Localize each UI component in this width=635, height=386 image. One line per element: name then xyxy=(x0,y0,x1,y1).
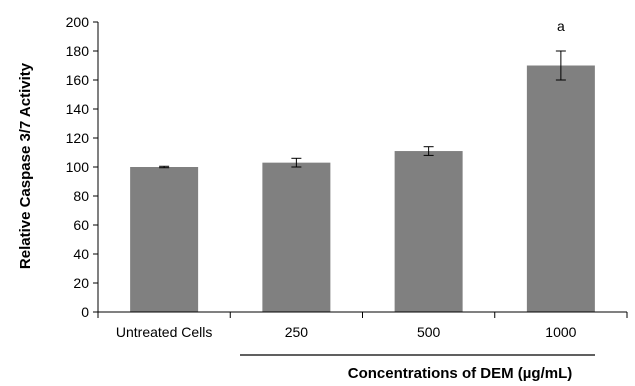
bar-2 xyxy=(394,151,463,312)
y-tick-label-4: 80 xyxy=(73,188,89,204)
bar-0 xyxy=(130,167,199,312)
significance-annotation-3: a xyxy=(557,18,565,34)
y-tick-label-10: 200 xyxy=(66,14,90,30)
bar-3 xyxy=(526,65,595,312)
y-tick-label-9: 180 xyxy=(66,43,90,59)
y-tick-label-2: 40 xyxy=(73,246,89,262)
y-tick-label-8: 160 xyxy=(66,72,90,88)
x-axis-title: Concentrations of DEM (µg/mL) xyxy=(348,365,572,382)
x-tick-label-1: 250 xyxy=(285,324,309,340)
y-tick-label-5: 100 xyxy=(66,159,90,175)
plot-area: Untreated Cells 250 500 1000 a 0 20 40 60 80 100 12… xyxy=(66,14,628,356)
bar-1 xyxy=(262,162,331,312)
y-axis-title: Relative Caspase 3/7 Activity xyxy=(17,62,34,269)
x-tick-label-0: Untreated Cells xyxy=(116,324,213,340)
y-tick-label-0: 0 xyxy=(81,304,89,320)
y-tick-label-1: 20 xyxy=(73,275,89,291)
x-tick-label-2: 500 xyxy=(417,324,441,340)
x-tick-label-3: 1000 xyxy=(545,324,576,340)
y-tick-label-6: 120 xyxy=(66,130,90,146)
y-tick-label-3: 60 xyxy=(73,217,89,233)
y-tick-label-7: 140 xyxy=(66,101,90,117)
